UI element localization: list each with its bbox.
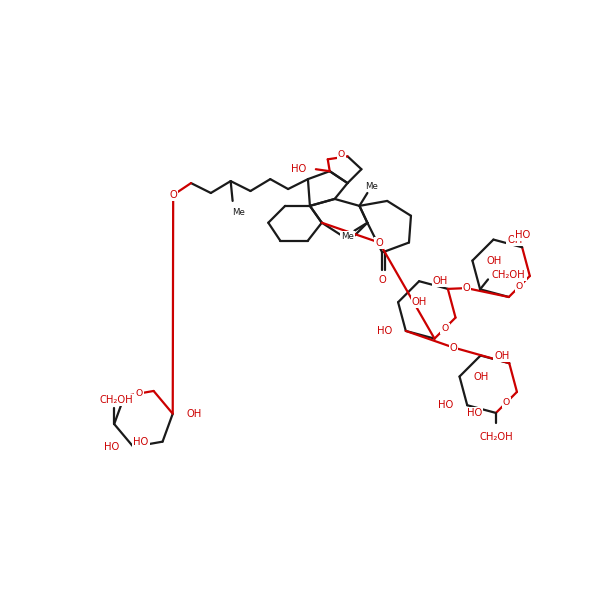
Text: HO: HO [467, 408, 482, 418]
Text: O: O [376, 238, 383, 248]
Text: OH: OH [412, 297, 427, 307]
Text: OH: OH [486, 256, 502, 266]
Text: O: O [449, 343, 457, 353]
Text: HO: HO [133, 437, 149, 446]
Text: O: O [463, 283, 470, 293]
Text: O: O [503, 398, 510, 407]
Text: HO: HO [438, 400, 454, 410]
Text: HO: HO [290, 164, 306, 174]
Text: HO: HO [104, 442, 119, 452]
Text: HO: HO [515, 230, 530, 241]
Text: OH: OH [507, 235, 523, 245]
Text: Me: Me [341, 232, 354, 241]
Text: Me: Me [232, 208, 245, 217]
Text: Me: Me [365, 182, 378, 191]
Text: O: O [379, 275, 386, 285]
Text: OH: OH [494, 350, 509, 361]
Text: OH: OH [433, 276, 448, 286]
Text: CH₂OH: CH₂OH [479, 432, 513, 442]
Text: O: O [338, 150, 345, 159]
Text: OH: OH [473, 371, 488, 382]
Text: HO: HO [377, 326, 392, 336]
Text: OH: OH [187, 409, 202, 419]
Text: O: O [169, 190, 177, 200]
Text: O: O [136, 389, 143, 398]
Text: CH₂OH: CH₂OH [492, 271, 526, 280]
Text: O: O [515, 282, 523, 291]
Text: CH₂OH: CH₂OH [100, 395, 133, 405]
Text: O: O [442, 323, 449, 332]
